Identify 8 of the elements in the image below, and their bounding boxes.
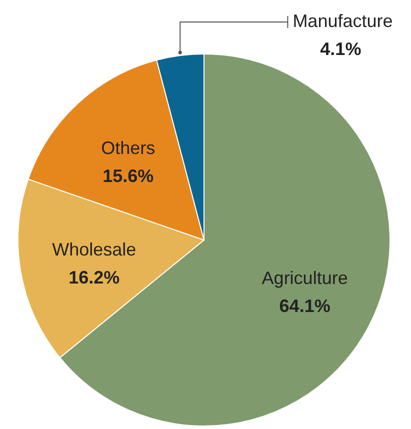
data-label: 15.6% — [102, 166, 154, 186]
data-label: 64.1% — [279, 296, 330, 316]
data-label: 4.1% — [320, 39, 362, 59]
slice-label: Agriculture — [262, 268, 348, 288]
slice-label: Wholesale — [52, 240, 136, 260]
slice-label: Others — [101, 138, 156, 158]
data-label: 16.2% — [68, 268, 120, 288]
slice-label: Manufacture — [292, 11, 393, 31]
